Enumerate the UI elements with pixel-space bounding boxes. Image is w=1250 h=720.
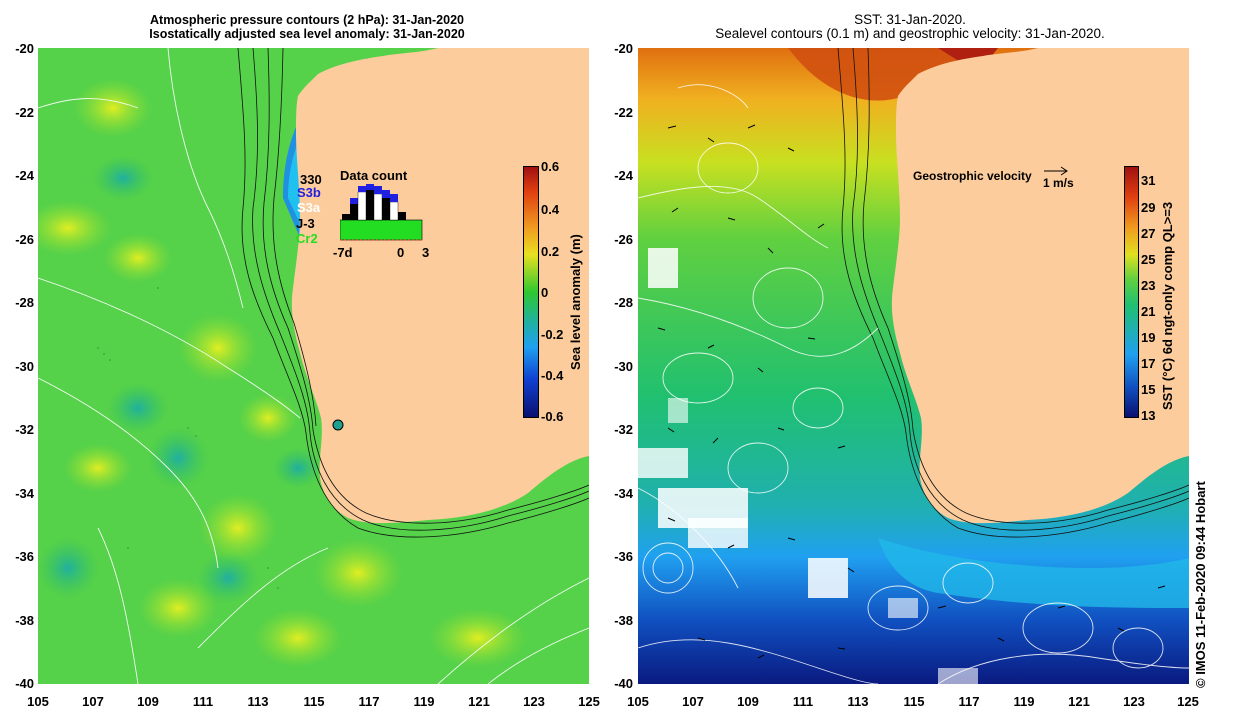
- data-count-x-label-end: 3: [422, 245, 430, 260]
- right-cb-label-7: 17: [1141, 356, 1156, 371]
- right-x-tick: 117: [958, 694, 980, 709]
- right-y-tick: -36: [614, 549, 633, 564]
- right-x-tick: 125: [1177, 694, 1199, 709]
- data-count-histogram: [340, 184, 423, 241]
- right-y-tick: -24: [614, 168, 633, 183]
- left-y-tick: -28: [15, 295, 34, 310]
- left-cb-label-2: 0.2: [541, 244, 560, 259]
- left-x-tick: 123: [523, 694, 545, 709]
- left-x-tick: 111: [192, 694, 214, 709]
- right-x-tick: 115: [903, 694, 925, 709]
- series-label-s3b: S3b: [297, 185, 321, 200]
- right-x-tick: 123: [1123, 694, 1145, 709]
- right-x-tick: 121: [1068, 694, 1090, 709]
- right-cb-label-4: 23: [1141, 278, 1156, 293]
- left-x-tick: 125: [578, 694, 600, 709]
- left-title-line2: Isostatically adjusted sea level anomaly…: [149, 27, 465, 41]
- right-x-tick: 105: [627, 694, 649, 709]
- left-x-tick: 113: [247, 694, 269, 709]
- right-x-tick: 113: [847, 694, 869, 709]
- data-count-bars: [340, 184, 423, 241]
- velocity-legend-scale: 1 m/s: [1043, 176, 1074, 190]
- right-cb-label-3: 25: [1141, 252, 1156, 267]
- left-y-tick: -22: [15, 105, 34, 120]
- series-label-j3: J-3: [296, 216, 315, 231]
- left-x-tick: 119: [413, 694, 435, 709]
- left-x-tick: 121: [468, 694, 490, 709]
- right-y-tick: -20: [614, 41, 633, 56]
- right-y-tick: -34: [614, 486, 633, 501]
- left-y-tick: -26: [15, 232, 34, 247]
- right-cb-label-8: 15: [1141, 382, 1156, 397]
- right-y-tick: -40: [614, 676, 633, 691]
- left-colorbar: [523, 166, 539, 418]
- right-cb-label-2: 27: [1141, 226, 1156, 241]
- left-title-line1: Atmospheric pressure contours (2 hPa): 3…: [150, 13, 464, 27]
- right-x-tick: 109: [737, 694, 759, 709]
- imos-credit: © IMOS 11-Feb-2020 09:44 Hobart: [1193, 481, 1208, 688]
- left-x-tick: 107: [82, 694, 104, 709]
- left-y-tick: -20: [15, 41, 34, 56]
- left-x-tick: 109: [137, 694, 159, 709]
- right-map: [638, 48, 1189, 684]
- left-y-tick: -38: [15, 613, 34, 628]
- series-label-cr2: Cr2: [296, 231, 318, 246]
- left-cb-label-4: -0.2: [541, 327, 564, 342]
- right-cb-label-1: 29: [1141, 200, 1156, 215]
- left-y-tick: -24: [15, 168, 34, 183]
- right-title-line2: Sealevel contours (0.1 m) and geostrophi…: [715, 26, 1105, 41]
- right-x-tick: 107: [682, 694, 704, 709]
- right-cb-label-9: 13: [1141, 408, 1156, 423]
- data-count-x-label-start: -7d: [333, 245, 353, 260]
- velocity-legend-arrow: [1044, 166, 1068, 176]
- data-count-title: Data count: [340, 168, 408, 183]
- series-label-s3a: S3a: [297, 200, 321, 215]
- left-y-tick: -30: [15, 359, 34, 374]
- left-colorbar-title: Sea level anomaly (m): [568, 234, 583, 370]
- data-count-x-label-zero: 0: [397, 245, 405, 260]
- left-cb-label-5: -0.4: [541, 368, 564, 383]
- left-x-tick: 115: [303, 694, 325, 709]
- left-cb-label-3: 0: [541, 285, 549, 300]
- right-y-tick: -30: [614, 359, 633, 374]
- left-x-tick: 105: [27, 694, 49, 709]
- left-title: Atmospheric pressure contours (2 hPa): 3…: [92, 13, 522, 41]
- left-cb-label-6: -0.6: [541, 409, 564, 424]
- right-title: SST: 31-Jan-2020. Sealevel contours (0.1…: [640, 13, 1180, 41]
- right-colorbar: [1124, 166, 1139, 418]
- velocity-legend-label: Geostrophic velocity: [913, 169, 1032, 183]
- right-cb-label-6: 19: [1141, 330, 1156, 345]
- left-map: [38, 48, 589, 684]
- right-cb-label-0: 31: [1141, 173, 1156, 188]
- series-label-330: 330: [300, 172, 322, 187]
- left-y-tick: -40: [15, 676, 34, 691]
- right-y-tick: -26: [614, 232, 633, 247]
- right-colorbar-title: SST (°C) 6d ngt-only comp QL>=3: [1160, 201, 1175, 410]
- right-x-tick: 119: [1013, 694, 1035, 709]
- right-y-tick: -38: [614, 613, 633, 628]
- right-y-tick: -22: [614, 105, 633, 120]
- right-x-tick: 111: [792, 694, 814, 709]
- right-y-tick: -32: [614, 422, 633, 437]
- left-y-tick: -34: [15, 486, 34, 501]
- right-title-line1: SST: 31-Jan-2020.: [854, 12, 966, 27]
- right-cb-label-5: 21: [1141, 304, 1156, 319]
- left-y-tick: -36: [15, 549, 34, 564]
- right-y-tick: -28: [614, 295, 633, 310]
- left-y-tick: -32: [15, 422, 34, 437]
- left-cb-label-1: 0.4: [541, 202, 560, 217]
- left-cb-label-0: 0.6: [541, 159, 560, 174]
- left-x-tick: 117: [358, 694, 380, 709]
